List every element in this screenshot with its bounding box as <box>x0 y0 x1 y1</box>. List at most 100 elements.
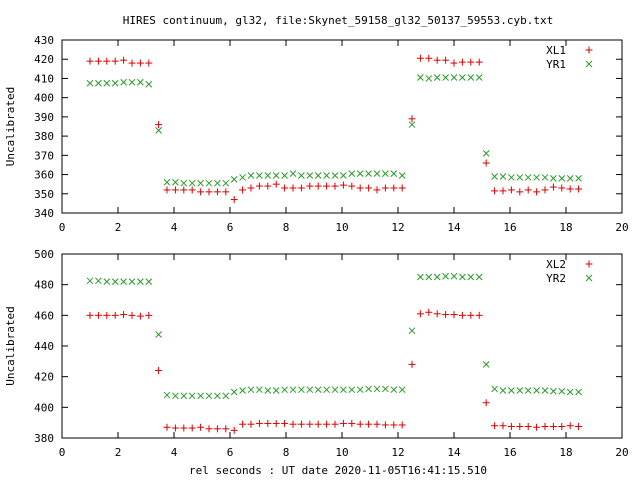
cross-point <box>348 386 356 394</box>
cross-point <box>516 387 524 394</box>
plus-point <box>239 420 247 428</box>
plus-point <box>499 187 507 195</box>
plus-point <box>467 58 475 66</box>
y-tick-label: 420 <box>34 371 54 384</box>
plus-point <box>247 184 255 192</box>
plus-point <box>188 424 196 432</box>
cross-point <box>120 278 127 285</box>
legend-marker <box>585 260 593 268</box>
cross-point <box>120 78 127 86</box>
plus-point <box>516 188 524 196</box>
cross-point <box>95 79 102 87</box>
cross-point <box>256 386 263 394</box>
cross-point <box>137 278 144 285</box>
plus-point <box>558 423 566 430</box>
cross-point <box>373 385 381 393</box>
x-tick-label: 0 <box>59 221 66 234</box>
cross-point <box>566 175 574 182</box>
cross-point <box>197 392 204 400</box>
cross-point <box>550 387 557 395</box>
plus-point <box>255 182 263 190</box>
plus-point <box>348 182 356 190</box>
x-tick-label: 16 <box>503 446 516 459</box>
plus-point <box>213 188 221 196</box>
y-tick-label: 420 <box>34 53 54 66</box>
cross-point <box>281 172 288 179</box>
cross-point <box>533 174 540 181</box>
cross-point <box>390 386 398 394</box>
plus-point <box>558 184 566 192</box>
plus-point <box>533 423 541 431</box>
cross-point <box>239 387 246 394</box>
cross-point <box>247 172 255 179</box>
plus-point <box>297 184 305 192</box>
plus-point <box>94 57 102 65</box>
plus-point <box>297 420 305 428</box>
x-tick-label: 0 <box>59 446 66 459</box>
plus-point <box>524 186 532 194</box>
y-tick-label: 340 <box>34 207 54 220</box>
x-tick-label: 10 <box>335 446 348 459</box>
cross-point <box>425 75 433 82</box>
cross-point <box>425 273 433 281</box>
plus-point <box>482 399 490 407</box>
plus-point <box>339 181 347 189</box>
series-XL2 <box>86 308 583 434</box>
plus-point <box>541 186 549 194</box>
plus-point <box>255 419 263 427</box>
plus-point <box>365 184 373 192</box>
y-tick-label: 430 <box>34 34 54 47</box>
plus-point <box>566 422 574 430</box>
plus-point <box>491 422 499 430</box>
plus-point <box>475 58 483 66</box>
plus-point <box>356 420 364 428</box>
cross-point <box>459 74 466 81</box>
x-tick-label: 2 <box>115 221 122 234</box>
cross-point <box>247 386 255 394</box>
y-tick-label: 400 <box>34 401 54 414</box>
legend-marker <box>585 274 593 282</box>
x-tick-label: 10 <box>335 221 348 234</box>
cross-point <box>331 172 339 179</box>
cross-point <box>163 178 171 186</box>
cross-point <box>450 74 458 81</box>
plus-point <box>516 423 524 430</box>
plus-point <box>499 422 507 430</box>
x-tick-label: 12 <box>391 221 404 234</box>
y-tick-label: 440 <box>34 340 54 353</box>
plus-point <box>213 425 221 433</box>
plus-point <box>450 311 458 319</box>
series-YR2 <box>86 272 582 400</box>
plus-point <box>549 183 557 191</box>
plus-point <box>222 188 230 196</box>
plus-point <box>163 423 171 431</box>
bottom-panel: 380 400 420 440 460 480 500 0 2 4 6 8 10 12 14 16 18 20 Un… <box>4 248 629 459</box>
cross-point <box>417 273 424 281</box>
cross-point <box>433 74 441 81</box>
cross-point <box>86 277 94 285</box>
cross-point <box>222 392 230 400</box>
legend-marker <box>585 46 593 54</box>
cross-point <box>298 172 305 179</box>
plus-point <box>111 311 119 319</box>
cross-point <box>111 79 119 87</box>
plus-point <box>314 420 322 428</box>
legend-label: YR1 <box>546 58 566 71</box>
cross-point <box>197 179 204 187</box>
cross-point <box>475 74 483 81</box>
cross-point <box>306 172 314 179</box>
plus-point <box>541 423 549 430</box>
cross-point <box>442 272 449 280</box>
cross-point <box>172 392 179 400</box>
plus-point <box>416 310 424 318</box>
cross-point <box>214 392 221 400</box>
cross-point <box>214 179 221 187</box>
cross-point <box>499 173 507 180</box>
cross-point <box>298 386 305 394</box>
plus-point <box>145 311 153 319</box>
y-tick-label: 480 <box>34 279 54 292</box>
cross-point <box>163 391 171 399</box>
cross-point <box>566 388 574 396</box>
cross-point <box>137 78 144 86</box>
cross-point <box>575 175 582 182</box>
